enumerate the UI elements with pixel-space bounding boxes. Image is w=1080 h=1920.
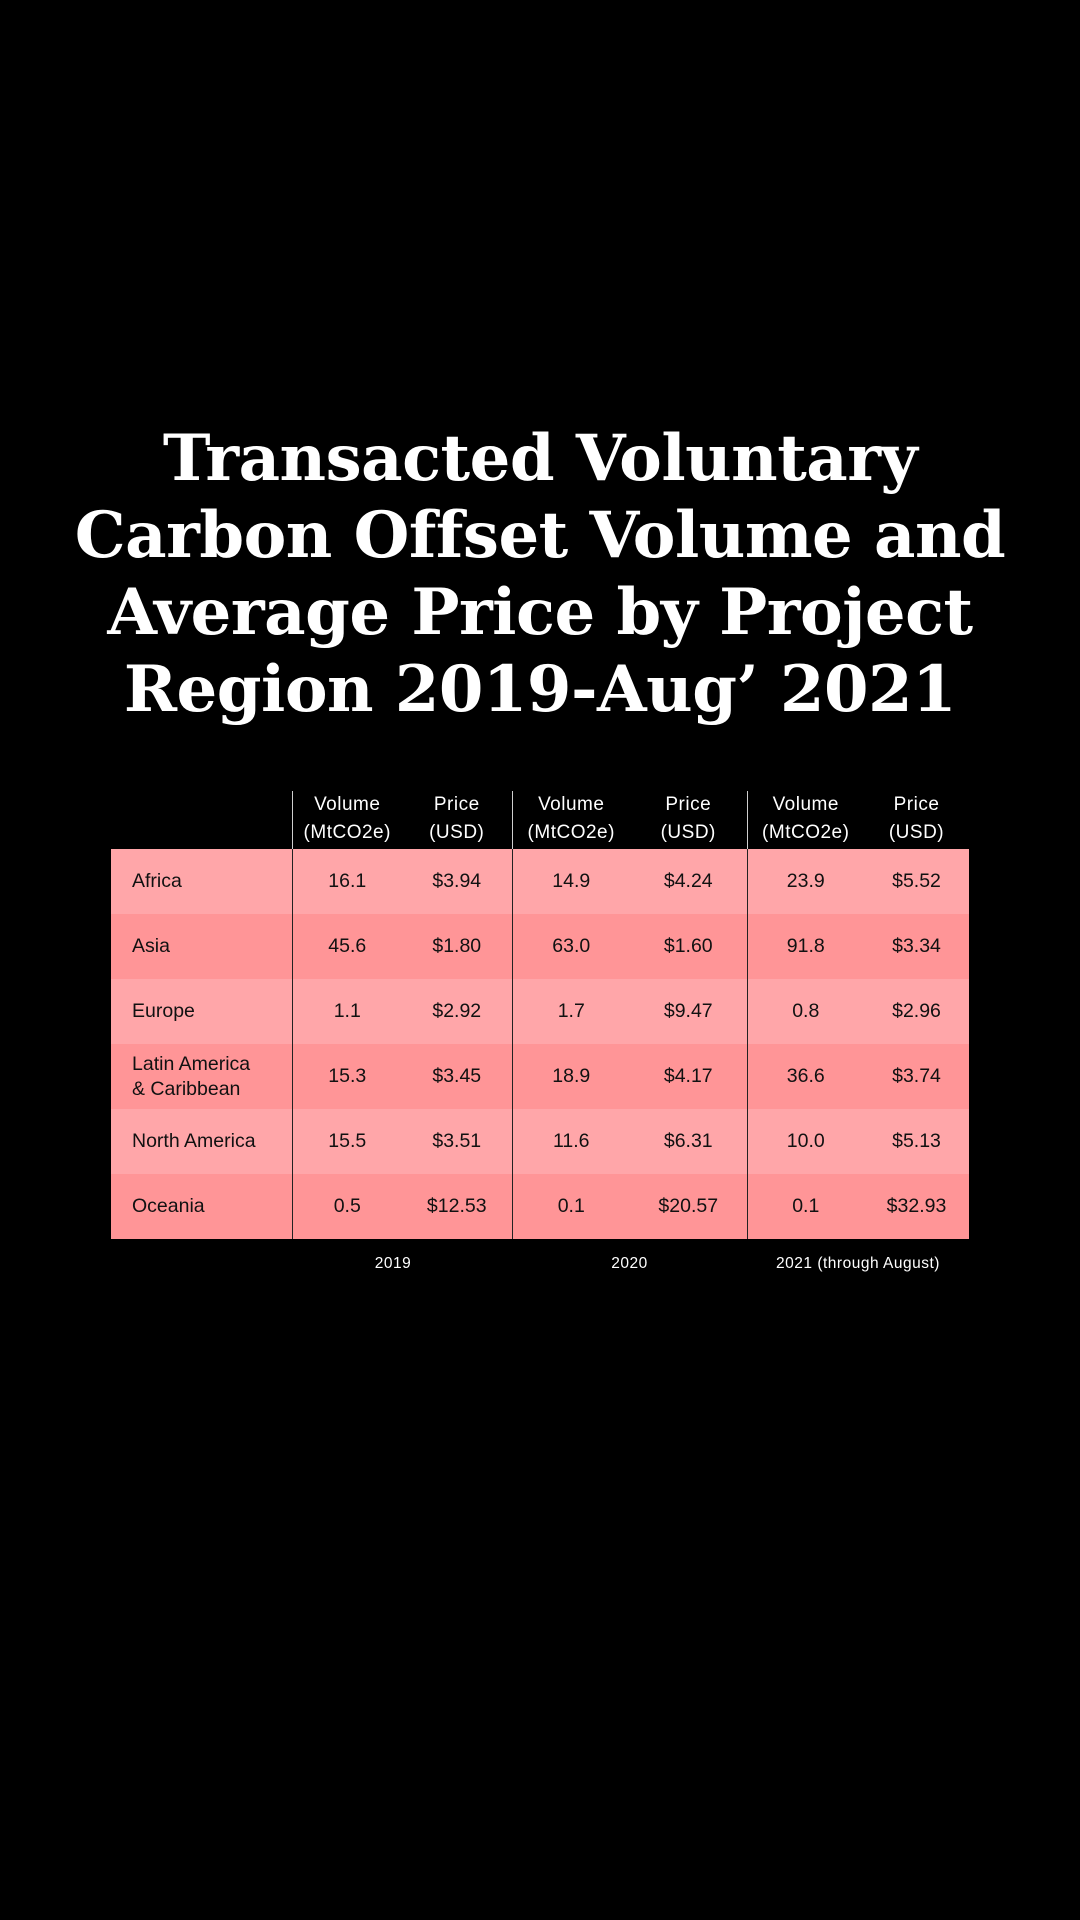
- price-cell: $3.94: [402, 849, 512, 914]
- table-row-latin-america: Latin America & Caribbean 15.3 $3.45 18.9…: [111, 1044, 969, 1109]
- volume-cell: 36.6: [746, 1044, 864, 1109]
- volume-cell: 1.1: [291, 979, 402, 1044]
- header-cell: Volume (MtCO2e): [511, 791, 630, 849]
- price-cell: $12.53: [402, 1174, 512, 1239]
- price-cell: $20.57: [630, 1174, 747, 1239]
- title-line-3: Average Price by Project: [107, 575, 973, 650]
- price-cell: $9.47: [630, 979, 747, 1044]
- price-cell: $32.93: [864, 1174, 969, 1239]
- table-row-asia: Asia 45.6 $1.80 63.0 $1.60 91.8 $3.34: [111, 914, 969, 979]
- header-unit: (USD): [660, 822, 716, 843]
- price-cell: $2.96: [864, 979, 969, 1044]
- header-unit: (MtCO2e): [303, 822, 391, 843]
- volume-cell: 15.5: [291, 1109, 402, 1174]
- volume-cell: 23.9: [746, 849, 864, 914]
- table-row-europe: Europe 1.1 $2.92 1.7 $9.47 0.8 $2.96: [111, 979, 969, 1044]
- volume-cell: 1.7: [511, 979, 630, 1044]
- volume-cell: 14.9: [511, 849, 630, 914]
- data-table-container: Volume (MtCO2e) Price (USD) Volume (MtCO2e)…: [111, 791, 969, 1239]
- period-labels: 2019 2020 2021 (through August): [0, 1255, 1080, 1279]
- header-unit: (USD): [429, 822, 485, 843]
- header-cell: Price (USD): [402, 791, 512, 849]
- price-cell: $1.60: [630, 914, 747, 979]
- region-cell: Africa: [111, 849, 292, 914]
- region-cell: North America: [111, 1109, 292, 1174]
- price-cell: $4.17: [630, 1044, 747, 1109]
- volume-cell: 16.1: [291, 849, 402, 914]
- price-cell: $2.92: [402, 979, 512, 1044]
- price-cell: $3.34: [864, 914, 969, 979]
- region-line: & Caribbean: [132, 1077, 241, 1100]
- data-table: Volume (MtCO2e) Price (USD) Volume (MtCO2e)…: [111, 791, 969, 1239]
- price-cell: $6.31: [630, 1109, 747, 1174]
- volume-cell: 0.1: [746, 1174, 864, 1239]
- price-cell: $5.52: [864, 849, 969, 914]
- header-cell: Price (USD): [864, 791, 969, 849]
- volume-cell: 0.5: [291, 1174, 402, 1239]
- volume-cell: 91.8: [746, 914, 864, 979]
- volume-cell: 0.1: [511, 1174, 630, 1239]
- price-cell: $3.45: [402, 1044, 512, 1109]
- header-row: Volume (MtCO2e) Price (USD) Volume (MtCO2e)…: [111, 791, 969, 849]
- volume-cell: 63.0: [511, 914, 630, 979]
- price-cell: $3.51: [402, 1109, 512, 1174]
- header-line: Volume: [772, 794, 839, 815]
- price-cell: $1.80: [402, 914, 512, 979]
- volume-cell: 10.0: [746, 1109, 864, 1174]
- title-line-1: Transacted Voluntary: [162, 421, 918, 496]
- volume-cell: 15.3: [291, 1044, 402, 1109]
- header-unit: (MtCO2e): [762, 822, 850, 843]
- volume-cell: 45.6: [291, 914, 402, 979]
- volume-cell: 11.6: [511, 1109, 630, 1174]
- header-unit: (USD): [888, 822, 945, 843]
- page-title: Transacted Voluntary Carbon Offset Volum…: [0, 420, 1080, 728]
- price-cell: $4.24: [630, 849, 747, 914]
- region-cell: Oceania: [111, 1174, 292, 1239]
- header-cell: Volume (MtCO2e): [291, 791, 402, 849]
- header-cell: Volume (MtCO2e): [746, 791, 864, 849]
- region-line: Latin America: [132, 1052, 251, 1075]
- header-line: Price: [893, 794, 940, 815]
- price-cell: $3.74: [864, 1044, 969, 1109]
- header-line: Price: [433, 794, 480, 815]
- table-row-africa: Africa 16.1 $3.94 14.9 $4.24 23.9 $5.52: [111, 849, 969, 914]
- region-cell: Europe: [111, 979, 292, 1044]
- header-cell-empty: [111, 791, 292, 849]
- title-line-4: Region 2019-Aug’ 2021: [123, 652, 957, 727]
- price-cell: $5.13: [864, 1109, 969, 1174]
- volume-cell: 0.8: [746, 979, 864, 1044]
- region-cell: Latin America & Caribbean: [111, 1044, 292, 1109]
- table-row-oceania: Oceania 0.5 $12.53 0.1 $20.57 0.1 $32.93: [111, 1174, 969, 1239]
- region-cell: Asia: [111, 914, 292, 979]
- volume-cell: 18.9: [511, 1044, 630, 1109]
- table-row-north-america: North America 15.5 $3.51 11.6 $6.31 10.0…: [111, 1109, 969, 1174]
- header-line: Volume: [538, 794, 605, 815]
- header-unit: (MtCO2e): [527, 822, 615, 843]
- header-cell: Price (USD): [630, 791, 747, 849]
- title-line-2: Carbon Offset Volume and: [74, 498, 1006, 573]
- period-label-2021: 2021 (through August): [776, 1255, 940, 1272]
- period-label-2019: 2019: [374, 1255, 412, 1272]
- header-line: Volume: [314, 794, 381, 815]
- header-line: Price: [665, 794, 712, 815]
- period-label-2020: 2020: [611, 1255, 648, 1272]
